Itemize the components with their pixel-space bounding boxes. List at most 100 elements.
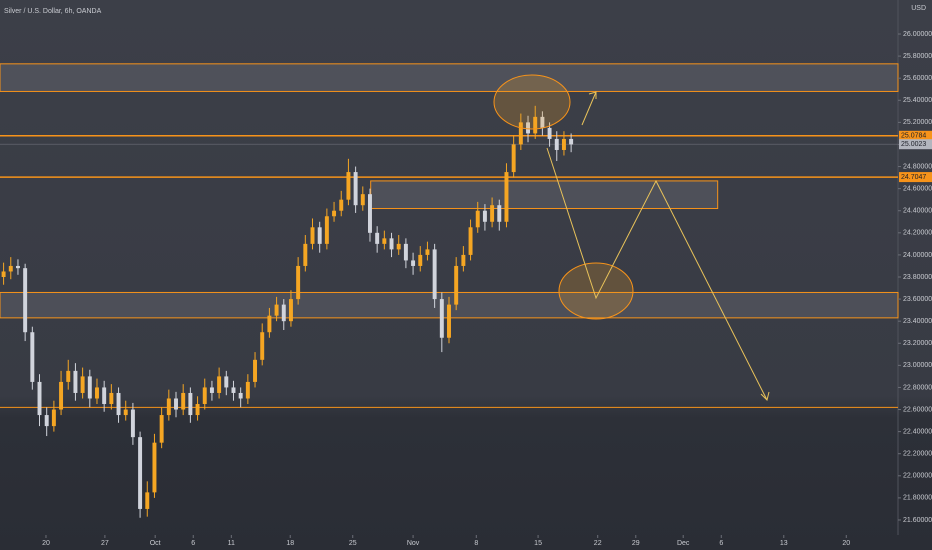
candle-body — [281, 304, 286, 322]
candle-body — [238, 392, 243, 399]
candle-body — [468, 227, 473, 255]
y-tick-label: 23.40000 — [903, 318, 932, 325]
candle-body — [310, 227, 315, 244]
candle-body — [102, 387, 107, 405]
candle-body — [267, 315, 272, 333]
x-tick-label: 22 — [594, 540, 602, 547]
candle-body — [138, 437, 143, 509]
price-label: 25.0023 — [901, 141, 926, 148]
x-tick-label: 8 — [474, 540, 478, 547]
candle-body — [396, 243, 401, 250]
x-tick-label: Oct — [150, 540, 161, 547]
price-label-box — [899, 172, 932, 183]
x-tick-label: Nov — [407, 540, 420, 547]
candle-body — [346, 172, 351, 200]
candle-body — [511, 144, 516, 173]
candle-body — [23, 268, 28, 333]
candle-body — [288, 299, 293, 322]
y-tick-label: 23.20000 — [903, 340, 932, 347]
candle-body — [274, 304, 279, 316]
candle-body — [51, 409, 56, 427]
arrow-up-head — [588, 91, 597, 99]
y-tick-label: 22.80000 — [903, 384, 932, 391]
ellipse-bottom — [558, 262, 634, 320]
candle-body — [504, 172, 509, 222]
x-tick-label: 27 — [101, 540, 109, 547]
candle-body — [324, 216, 329, 244]
candle-body — [30, 332, 35, 382]
x-tick-label: 15 — [534, 540, 542, 547]
candle-body — [339, 199, 344, 211]
y-tick-label: 24.20000 — [903, 230, 932, 237]
candle-body — [533, 116, 538, 134]
candle-body — [475, 210, 480, 228]
candle-body — [15, 265, 20, 269]
candle-body — [152, 442, 157, 493]
y-tick-label: 25.60000 — [903, 75, 932, 82]
x-tick-label: 20 — [842, 540, 850, 547]
candle-body — [87, 376, 92, 399]
candle-body — [490, 205, 495, 222]
arrow-up — [581, 91, 597, 126]
candle-body — [454, 265, 459, 305]
candle-body — [123, 409, 128, 416]
currency[interactable]: USD — [911, 5, 926, 12]
x-tick-label: 6 — [719, 540, 723, 547]
x-tick-label: 20 — [42, 540, 50, 547]
candle-body — [59, 381, 64, 410]
candle-body — [174, 398, 178, 410]
candle-body — [447, 304, 451, 338]
chart-title: Silver / U.S. Dollar, 6h, OANDA — [4, 8, 102, 15]
candle-body — [368, 194, 372, 233]
x-tick-label: 6 — [191, 540, 195, 547]
ellipse-top — [493, 74, 571, 130]
candle-body — [202, 387, 207, 405]
arrow-head — [760, 391, 770, 401]
y-tick-label: 23.80000 — [903, 274, 932, 281]
y-tick-label: 22.20000 — [903, 451, 932, 458]
y-tick-label: 24.60000 — [903, 185, 932, 192]
candle-body — [8, 265, 13, 272]
candle-body — [260, 332, 265, 360]
y-tick-label: 23.60000 — [903, 296, 932, 303]
candle-body — [217, 376, 222, 393]
candle-body — [245, 381, 250, 399]
y-tick-label: 21.60000 — [903, 517, 932, 524]
y-tick-label: 22.00000 — [903, 473, 932, 480]
candle-body — [181, 392, 186, 410]
candle-body — [296, 265, 301, 300]
drawings — [493, 74, 770, 401]
candle-body — [561, 138, 566, 150]
y-tick-label: 22.40000 — [903, 428, 932, 435]
y-tick-label: 22.60000 — [903, 406, 932, 413]
candle-body — [411, 260, 416, 266]
candle-body — [547, 127, 552, 139]
candle-body — [195, 404, 200, 416]
candle-body — [188, 392, 193, 416]
candle-body — [432, 249, 437, 300]
candle-body — [116, 392, 121, 416]
candle-body — [375, 232, 380, 244]
candle-body — [389, 238, 394, 250]
price-label: 25.0784 — [901, 133, 926, 140]
y-tick-label: 24.00000 — [903, 252, 932, 259]
candle-body — [166, 398, 171, 416]
candle-body — [497, 205, 502, 222]
y-tick-label: 25.20000 — [903, 119, 932, 126]
candle-body — [145, 492, 150, 509]
candle-body — [73, 370, 78, 393]
x-tick-label: 13 — [780, 540, 788, 547]
zone — [370, 180, 719, 210]
candle-body — [518, 122, 523, 145]
price-label-box — [899, 139, 932, 150]
projection-path — [546, 147, 768, 401]
candle-body — [66, 370, 71, 382]
candle-body — [209, 387, 214, 393]
candle-body — [540, 116, 545, 128]
candle-body — [1, 271, 6, 277]
candle-body — [569, 138, 574, 145]
candle-body — [253, 359, 258, 382]
candle-body — [461, 254, 466, 266]
candle-body — [332, 210, 337, 217]
